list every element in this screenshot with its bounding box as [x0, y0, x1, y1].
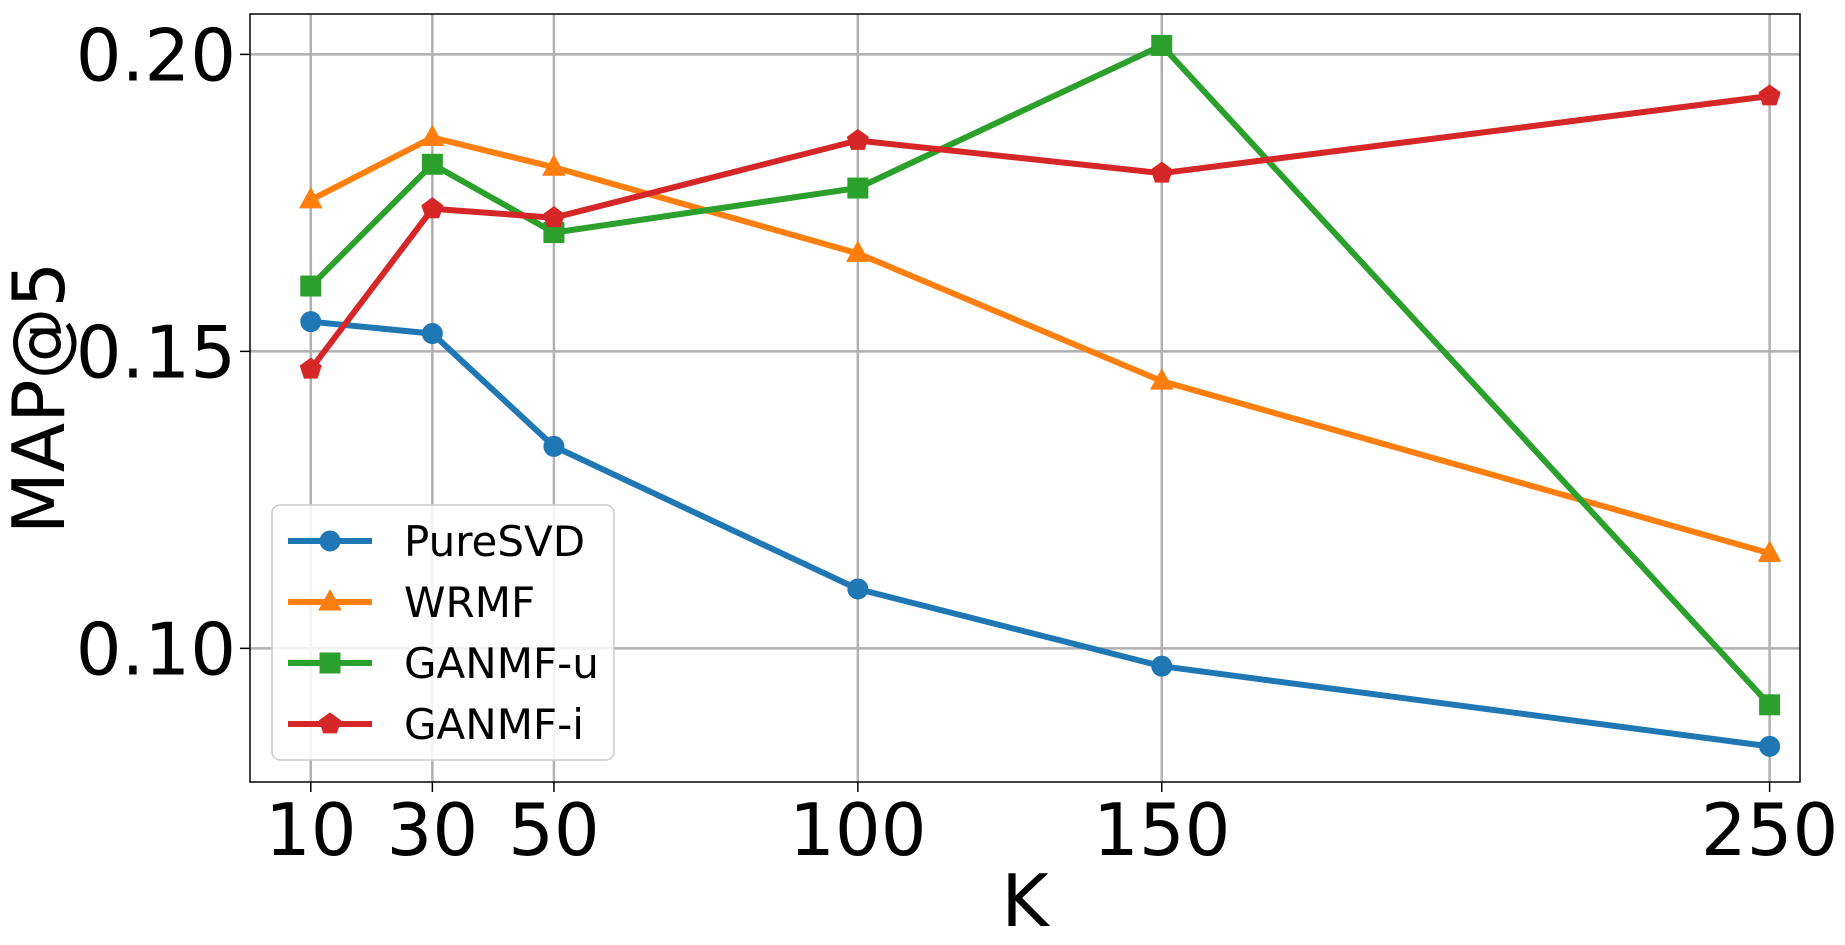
data-point-ganmf-i: [1758, 84, 1781, 106]
data-point-ganmf-u: [300, 275, 322, 297]
series-lines: [307, 42, 1773, 750]
series-line-ganmf-i: [307, 93, 1773, 373]
x-tick-label: 150: [1093, 788, 1230, 872]
legend-marker-wrmf: [318, 588, 342, 611]
series-markers: [298, 34, 1782, 757]
x-tick-label: 100: [789, 788, 926, 872]
series-line-ganmf-u: [307, 42, 1773, 708]
x-tick-label: 50: [508, 788, 600, 872]
data-point-ganmf-i: [542, 206, 565, 228]
data-point-wrmf: [1757, 540, 1782, 562]
data-point-puresvd: [1759, 735, 1781, 757]
legend-label-puresvd: PureSVD: [404, 517, 585, 566]
data-point-ganmf-i: [421, 197, 444, 219]
y-tick-label: 0.20: [76, 13, 236, 97]
data-point-ganmf-i: [299, 357, 322, 379]
series-line-puresvd: [307, 318, 1773, 750]
data-point-puresvd: [300, 311, 322, 333]
data-point-wrmf: [420, 124, 445, 147]
series-line-wrmf: [307, 134, 1773, 557]
data-point-ganmf-u: [421, 153, 443, 175]
x-tick-label: 30: [387, 788, 479, 872]
y-tick-label: 0.10: [76, 607, 236, 691]
legend-marker-ganmf-i: [318, 712, 342, 734]
data-point-ganmf-i: [1150, 161, 1173, 183]
tick-labels: 10 30 50 100 150 250 0.10 0.15 0.20: [76, 13, 1839, 872]
plot-frame: [249, 13, 1801, 783]
legend: PureSVD WRMF GANMF-u GANMF-i: [271, 504, 615, 761]
data-point-wrmf: [845, 240, 870, 262]
data-point-puresvd: [1151, 655, 1173, 677]
x-tick-label: 250: [1701, 788, 1838, 872]
data-point-ganmf-u: [1759, 694, 1781, 716]
data-point-puresvd: [543, 435, 565, 457]
data-point-wrmf: [298, 186, 323, 209]
data-point-ganmf-u: [1151, 34, 1173, 56]
legend-box: [271, 504, 615, 761]
data-point-wrmf: [1149, 368, 1174, 390]
legend-label-ganmf-i: GANMF-i: [404, 700, 584, 749]
data-point-ganmf-i: [846, 128, 869, 150]
data-point-wrmf: [542, 154, 566, 176]
data-point-ganmf-u: [847, 177, 869, 199]
legend-label-ganmf-u: GANMF-u: [404, 639, 599, 688]
legend-marker-puresvd: [319, 530, 341, 552]
legend-marker-ganmf-u: [319, 652, 341, 674]
y-tick-label: 0.15: [76, 310, 236, 394]
y-axis-label: MAP@5: [0, 262, 81, 535]
data-point-puresvd: [847, 578, 869, 600]
x-axis-label: K: [1001, 859, 1050, 943]
data-point-puresvd: [421, 323, 443, 345]
legend-label-wrmf: WRMF: [404, 578, 535, 627]
x-tick-label: 10: [265, 788, 357, 872]
